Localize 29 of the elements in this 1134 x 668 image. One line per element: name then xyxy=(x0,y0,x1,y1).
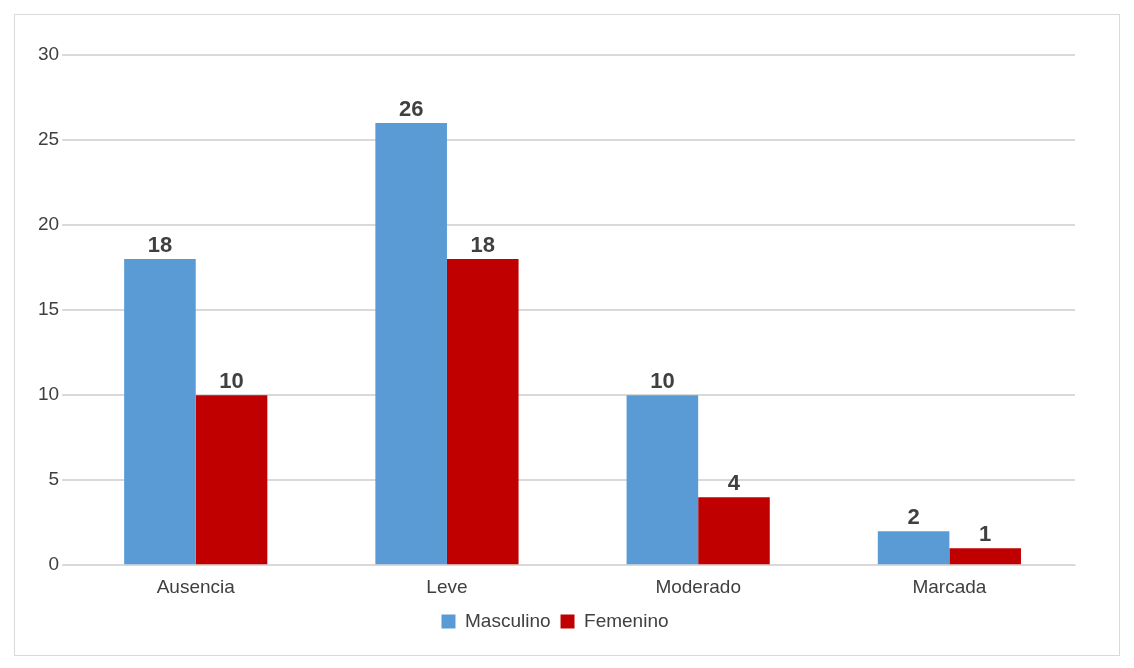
data-label: 2 xyxy=(907,504,920,530)
data-label: 4 xyxy=(727,470,741,496)
bar xyxy=(877,531,950,565)
x-tick-label: Leve xyxy=(426,575,468,597)
y-tick-label: 20 xyxy=(37,213,60,235)
x-tick-label: Ausencia xyxy=(156,575,236,597)
x-tick-label: Moderado xyxy=(655,575,741,597)
data-label: 18 xyxy=(147,232,173,258)
legend-label: Masculino xyxy=(464,609,551,631)
data-label: 10 xyxy=(219,368,244,394)
y-tick-label: 15 xyxy=(37,298,60,320)
y-tick-label: 30 xyxy=(37,43,60,65)
data-label: 1 xyxy=(979,521,992,547)
y-tick-label: 5 xyxy=(48,468,60,490)
bar xyxy=(698,497,770,565)
y-tick-label: 0 xyxy=(48,553,60,575)
data-label: 18 xyxy=(470,232,495,258)
bar xyxy=(124,259,196,565)
bar xyxy=(626,395,699,565)
bar xyxy=(375,123,447,565)
legend-label: Femenino xyxy=(584,609,669,631)
x-tick-label: Marcada xyxy=(912,575,987,597)
bar xyxy=(949,548,1021,565)
bar xyxy=(446,259,519,565)
bar xyxy=(195,395,268,565)
y-tick-label: 10 xyxy=(37,383,60,405)
data-label: 10 xyxy=(650,368,675,394)
data-label: 26 xyxy=(398,96,424,122)
y-tick-label: 25 xyxy=(37,128,60,150)
